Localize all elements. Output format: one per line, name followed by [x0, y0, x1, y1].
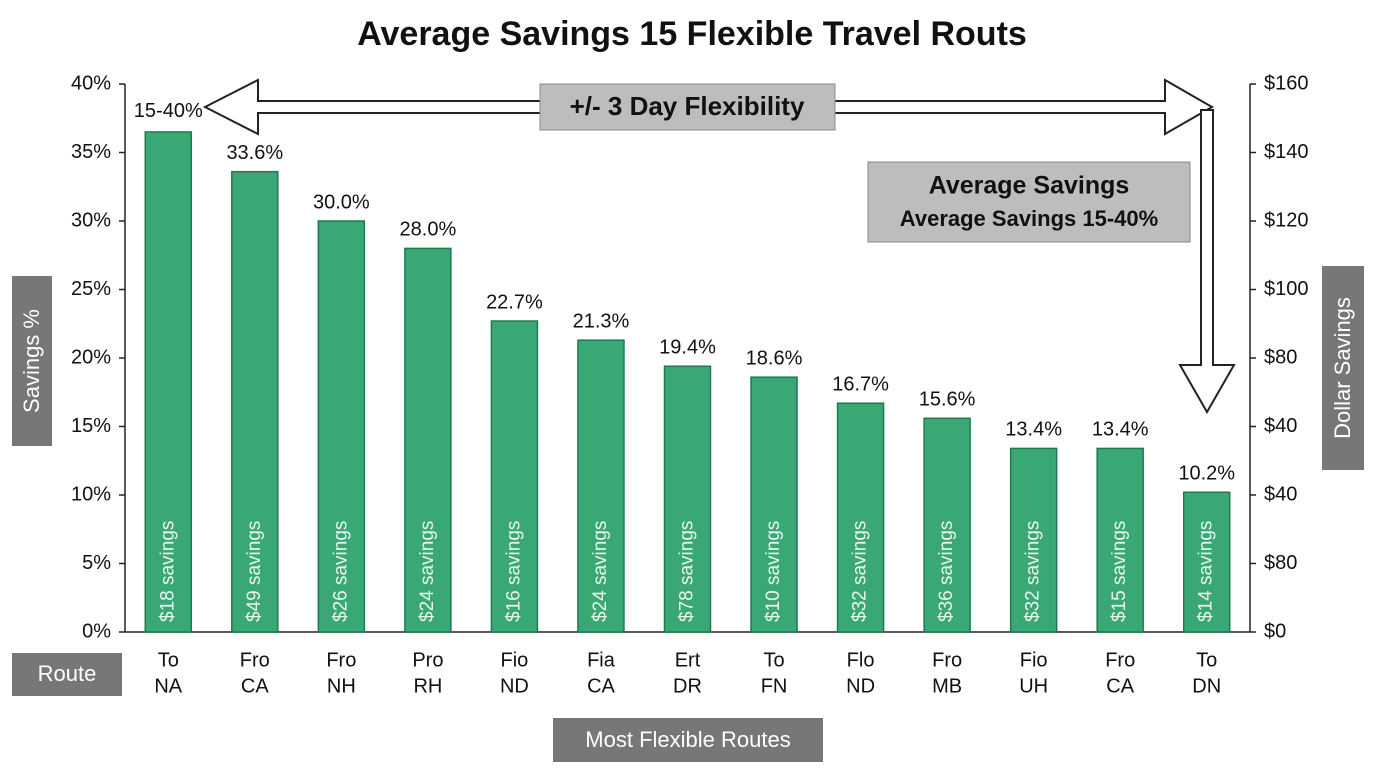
y2-tick-label: $40 — [1264, 415, 1297, 437]
y2-axis-label: Dollar Savings — [1330, 297, 1355, 439]
x-tick-label: MB — [932, 675, 962, 697]
bar — [1182, 491, 1231, 633]
bar-label: $32 savings — [1023, 521, 1044, 622]
x-tick-label: FN — [761, 675, 788, 697]
bar — [577, 339, 625, 633]
y2-tick-label: $120 — [1264, 209, 1309, 231]
bar — [663, 365, 712, 633]
x-tick-label: CA — [241, 675, 269, 697]
value-label: 22.7% — [486, 291, 543, 313]
savings-box — [867, 161, 1191, 243]
value-label: 10.2% — [1178, 463, 1235, 485]
category-header: Route — [38, 661, 97, 686]
bar — [317, 220, 366, 633]
x-tick-label: NA — [154, 675, 182, 697]
x-axis-label: Most Flexible Routes — [585, 727, 790, 752]
x-tick-label: ND — [846, 675, 875, 697]
bar-label: $49 savings — [244, 521, 265, 622]
bar-label: $14 savings — [1196, 521, 1217, 622]
y2-tick-label: $80 — [1264, 552, 1297, 574]
y2-tick-label: $80 — [1264, 346, 1297, 368]
bar — [404, 247, 452, 633]
x-tick-label: UH — [1019, 675, 1048, 697]
chart-title: Average Savings 15 Flexible Travel Routs — [357, 15, 1027, 53]
bar-label: $18 savings — [157, 521, 178, 622]
bar-label: $24 savings — [590, 521, 611, 622]
y2-tick-label: $0 — [1264, 620, 1286, 642]
bar-label: $78 savings — [677, 521, 698, 622]
bar-label: $26 savings — [330, 521, 351, 622]
x-tick-label: Fro — [1105, 649, 1135, 671]
x-tick-label: Flo — [847, 649, 875, 671]
y-tick-label: 40% — [71, 72, 111, 94]
bar — [1096, 447, 1144, 633]
bar-label: $16 savings — [503, 521, 524, 622]
annotation: 15-40% — [134, 100, 203, 122]
annotation: Average Savings 15-40% — [900, 206, 1158, 231]
x-tick-label: ND — [500, 675, 529, 697]
annotation: Average Savings — [929, 172, 1130, 200]
bar-label: $24 savings — [417, 521, 438, 622]
value-label: 16.7% — [832, 373, 889, 395]
down-arrow — [1178, 109, 1236, 415]
value-label: 30.0% — [313, 191, 370, 213]
x-tick-label: Fro — [240, 649, 270, 671]
value-label: 33.6% — [226, 142, 283, 164]
annotation: +/- 3 Day Flexibility — [570, 91, 805, 121]
x-tick-label: RH — [413, 675, 442, 697]
value-label: 15.6% — [919, 389, 976, 411]
y-tick-label: 20% — [71, 346, 111, 368]
y-tick-label: 35% — [71, 141, 111, 163]
x-tick-label: CA — [1106, 675, 1134, 697]
bar-label: $10 savings — [763, 521, 784, 622]
bar-label: $15 savings — [1109, 521, 1130, 622]
x-tick-label: To — [158, 649, 179, 671]
bar — [490, 320, 539, 633]
x-tick-label: NH — [327, 675, 356, 697]
x-label-box — [553, 718, 823, 762]
y-tick-label: 15% — [71, 415, 111, 437]
y-tick-label: 10% — [71, 483, 111, 505]
y-axis-label: Savings % — [19, 309, 44, 413]
y-tick-label: 30% — [71, 209, 111, 231]
x-tick-label: Fio — [1020, 649, 1048, 671]
y-label-box — [12, 276, 52, 446]
x-tick-label: Pro — [412, 649, 443, 671]
x-tick-label: To — [763, 649, 784, 671]
bar-label: $36 savings — [936, 521, 957, 622]
value-label: 13.4% — [1005, 419, 1062, 441]
route-box — [12, 653, 122, 696]
y2-tick-label: $160 — [1264, 72, 1309, 94]
value-label: 21.3% — [573, 310, 630, 332]
y2-tick-label: $40 — [1264, 483, 1297, 505]
x-tick-label: DR — [673, 675, 702, 697]
x-tick-label: Fia — [587, 649, 616, 671]
bar — [836, 402, 885, 633]
x-tick-label: Fio — [501, 649, 529, 671]
value-label: 13.4% — [1092, 419, 1149, 441]
bar — [231, 170, 279, 633]
y2-label-box — [1322, 266, 1364, 470]
flex-box — [539, 83, 836, 131]
x-tick-label: Ert — [675, 649, 701, 671]
bar — [144, 131, 193, 633]
y-tick-label: 0% — [82, 620, 111, 642]
y-tick-label: 25% — [71, 278, 111, 300]
y2-tick-label: $100 — [1264, 278, 1309, 300]
x-tick-label: Fro — [326, 649, 356, 671]
bar — [750, 376, 798, 633]
x-tick-label: DN — [1192, 675, 1221, 697]
bar-label: $32 savings — [850, 521, 871, 622]
bar — [923, 417, 971, 633]
y2-tick-label: $140 — [1264, 141, 1309, 163]
x-tick-label: CA — [587, 675, 615, 697]
x-tick-label: To — [1196, 649, 1217, 671]
bar — [1009, 447, 1058, 633]
y-tick-label: 5% — [82, 552, 111, 574]
value-label: 18.6% — [746, 347, 803, 369]
value-label: 28.0% — [400, 219, 457, 241]
value-label: 19.4% — [659, 337, 716, 359]
x-tick-label: Fro — [932, 649, 962, 671]
